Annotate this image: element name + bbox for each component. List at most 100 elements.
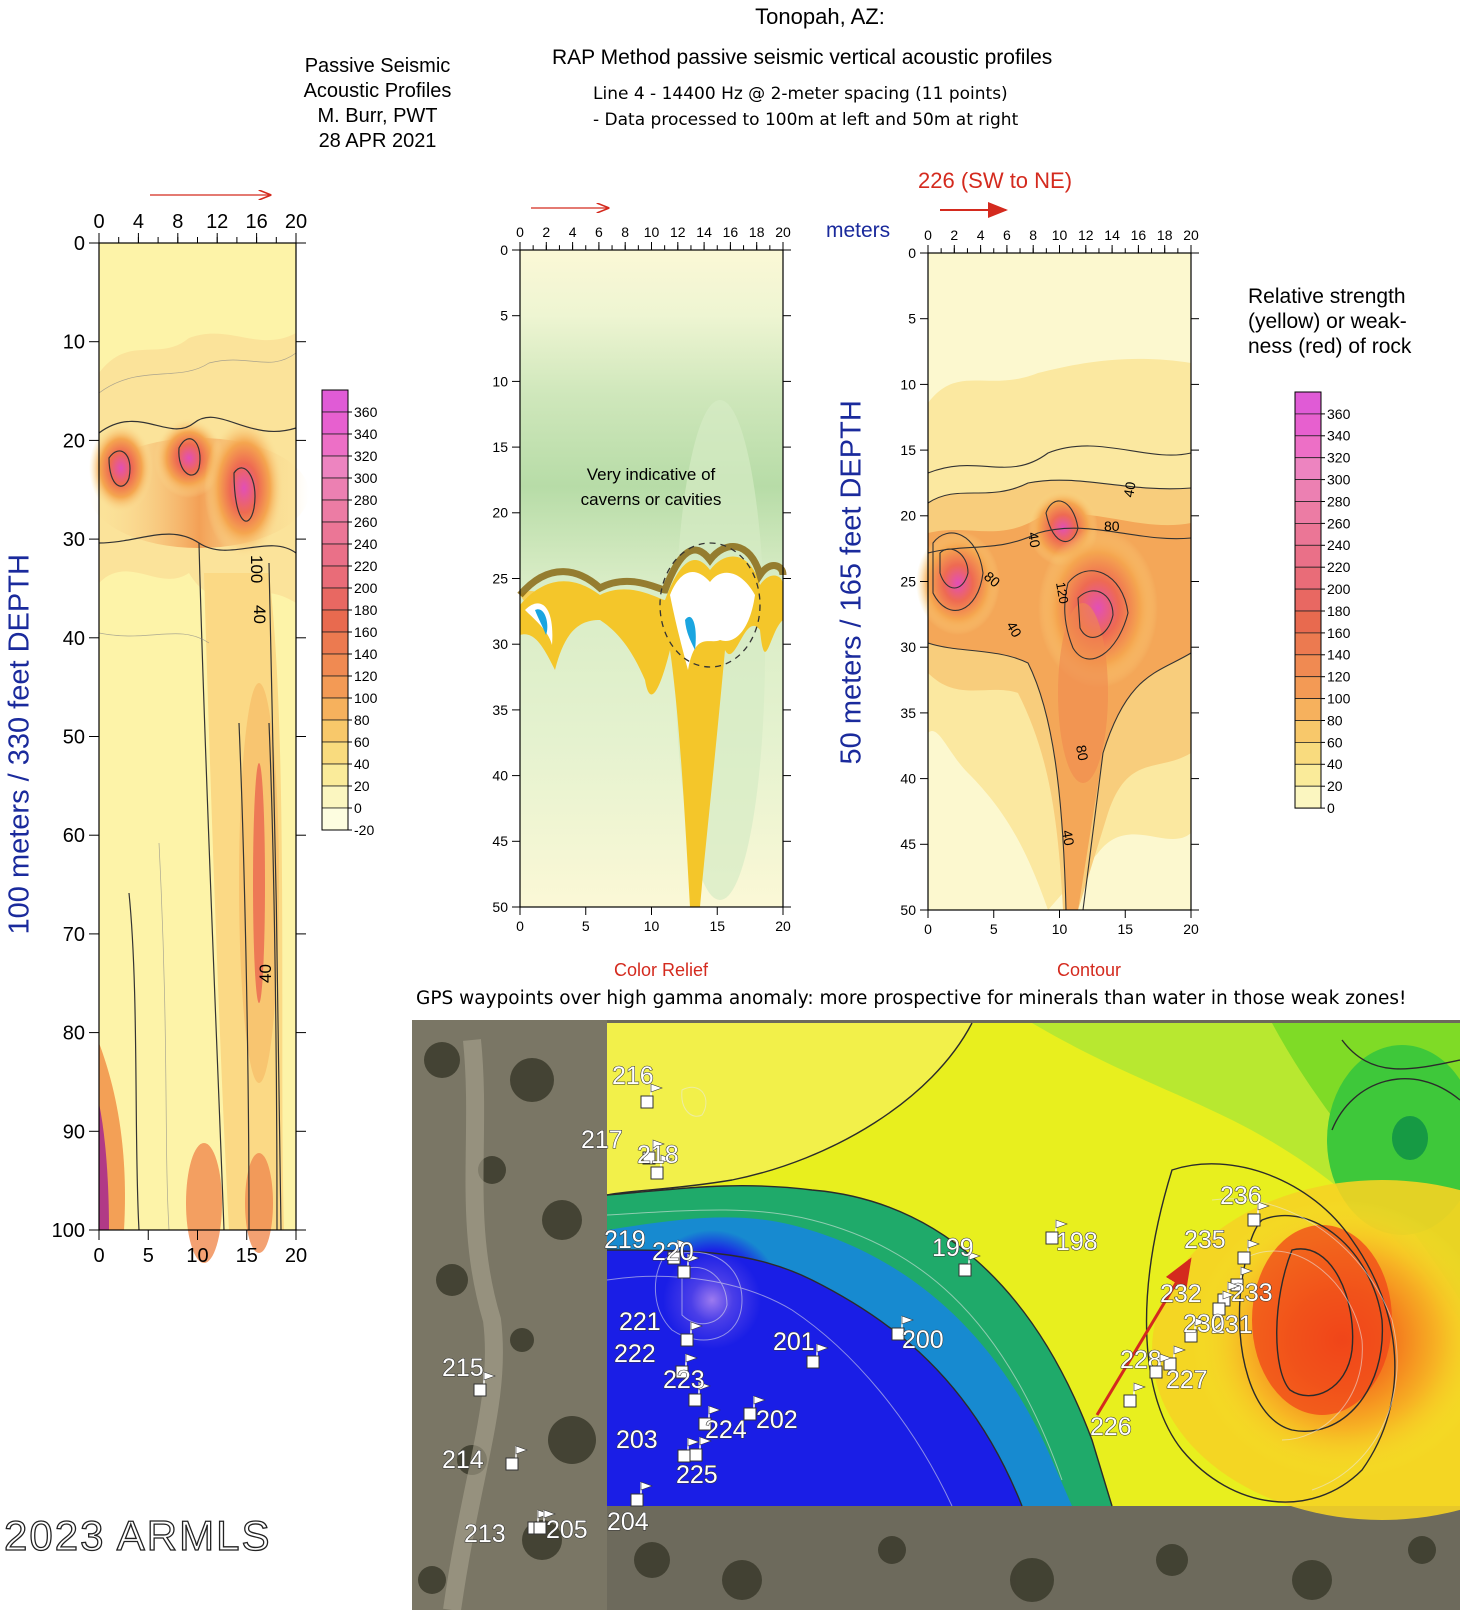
left-profile-top-tick-label: 16 [245,211,267,233]
waypoint-marker [698,1417,712,1431]
contour-top-tick-label: 20 [1183,227,1199,243]
contour-bottom-tick-label: 20 [1183,921,1199,937]
waypoint-label: 216 [612,1062,654,1090]
cavern-note-line-2: caverns or cavities [581,490,722,509]
waypoint-label: 220 [652,1238,694,1266]
traverse-arrow [1095,1257,1192,1416]
right-legend-swatch [1294,391,1322,415]
color-relief-label: Color Relief [614,960,709,980]
left-profile-y-tick-label: 90 [63,1121,85,1143]
color-relief-top-tick-label: 8 [621,224,629,240]
left-legend-label: 20 [354,778,370,794]
waypoint-marker [642,1151,656,1165]
left-legend-label: 40 [354,756,370,772]
contour-bottom-tick-label: 5 [990,921,998,937]
right-legend-swatch [1294,654,1322,678]
contour-top-tick-label: 18 [1157,227,1173,243]
waypoint-label: 224 [705,1416,747,1444]
left-profile-chart: 100 40 40 0 4 8 12 16 20 0 5 10 15 20 0 10 20 30 40 50 60… [52,211,309,1267]
left-legend-label: -20 [354,822,374,838]
left-profile-y-tick-label: 20 [63,430,85,452]
left-depth-label: 100 meters / 330 feet DEPTH [3,554,36,935]
waypoint-217: 217 [580,1125,665,1165]
color-relief-top-tick-label: 18 [749,224,765,240]
waypoint-216: 216 [611,1061,663,1109]
left-legend-label: 100 [354,690,378,706]
left-legend-label: 0 [354,800,362,816]
left-legend-swatch [321,587,349,611]
left-legend-label: 200 [354,580,378,596]
waypoint-label: 225 [676,1461,718,1489]
waypoint-205: 205 [533,1509,588,1545]
right-legend-label: 120 [1327,669,1351,685]
relative-note-line-2: (yellow) or weak- [1248,310,1407,333]
color-relief-top-tick-label: 10 [644,224,660,240]
contour-top-tick-label: 14 [1104,227,1120,243]
left-profile-bottom-tick-label: 15 [236,1245,258,1267]
processing-note-1: Line 4 - 14400 Hz @ 2-meter spacing (11 … [593,84,1008,104]
left-profile-bottom-tick-label: 10 [186,1245,208,1267]
waypoint-marker [473,1383,487,1397]
contour-bottom-tick-label: 0 [924,921,932,937]
contour-label-40-b: 40 [1120,480,1138,498]
waypoint-231: 231 [1210,1290,1253,1340]
waypoint-233: 233 [1230,1266,1273,1308]
direction-arrows [150,0,1008,218]
left-legend-label: 320 [354,448,378,464]
waypoint-marker [1237,1251,1251,1265]
waypoint-220: 220 [651,1237,700,1279]
waypoint-201: 201 [772,1327,829,1369]
left-profile-y-tick-label: 40 [63,628,85,650]
right-legend-label: 260 [1327,515,1351,531]
right-legend-label: 180 [1327,603,1351,619]
waypoint-label: 227 [1166,1366,1208,1394]
waypoint-label: 198 [1056,1228,1098,1256]
waypoint-marker [505,1457,519,1471]
waypoint-222: 222 [613,1339,698,1379]
right-legend-label: 140 [1327,647,1351,663]
left-legend-label: 60 [354,734,370,750]
left-legend-swatch [321,609,349,633]
waypoint-marker [533,1521,547,1535]
color-relief-top-tick-label: 2 [542,224,550,240]
relative-strength-note: Relative strength (yellow) or weak- ness… [1248,284,1448,359]
left-legend-label: 280 [354,492,378,508]
waypoint-203: 203 [615,1425,700,1463]
credit-line-2: Acoustic Profiles [303,80,452,102]
left-legend-swatch [321,565,349,589]
contour-label-40-d: 40 [1059,829,1077,847]
waypoint-label: 231 [1211,1311,1253,1339]
contour-y-tick-label: 25 [900,573,916,589]
credit-line-3: M. Burr, PWT [317,105,438,127]
right-legend-label: 0 [1327,800,1335,816]
contour-bottom-tick-label: 15 [1117,921,1133,937]
contour-y-tick-label: 50 [900,902,916,918]
color-relief-y-tick-label: 20 [492,505,508,521]
contour-label-40-a: 40 [250,605,269,624]
left-legend-label: 360 [354,404,378,420]
waypoint-215: 215 [441,1353,496,1397]
left-legend-swatch [321,543,349,567]
left-legend-label: 300 [354,470,378,486]
waypoint-marker [667,1251,681,1265]
waypoint-232: 232 [1159,1279,1240,1309]
right-legend-label: 320 [1327,450,1351,466]
waypoint-202: 202 [743,1395,798,1435]
credit-line-4: 28 APR 2021 [318,130,437,152]
right-legend-label: 220 [1327,559,1351,575]
right-legend-swatch [1294,544,1322,568]
color-relief-top-tick-label: 16 [723,224,739,240]
right-legend-swatch [1294,413,1322,437]
right-legend-label: 300 [1327,472,1351,488]
waypoint-199: 199 [931,1233,981,1277]
waypoint-marker [1247,1213,1261,1227]
waypoint-marker [640,1095,654,1109]
waypoint-marker [806,1355,820,1369]
left-legend-swatch [321,455,349,479]
right-legend-swatch [1294,566,1322,590]
waypoint-marker [650,1166,664,1180]
waypoint-236: 236 [1219,1181,1270,1227]
waypoint-marker [1123,1394,1137,1408]
right-legend-label: 100 [1327,691,1351,707]
